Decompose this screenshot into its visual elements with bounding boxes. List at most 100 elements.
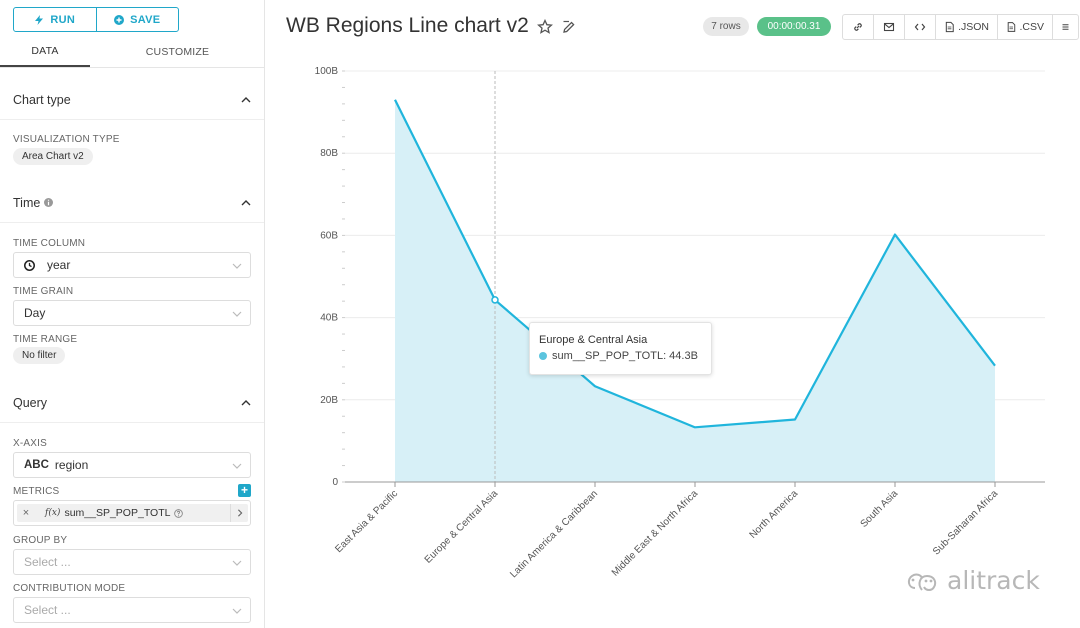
link-icon — [854, 23, 862, 31]
section-query-header[interactable]: Query — [0, 383, 264, 423]
chart-tooltip: Europe & Central Asia sum__SP_POP_TOTL: … — [529, 322, 712, 375]
y-tick-label: 80B — [320, 148, 338, 159]
x-tick-label: South Asia — [859, 488, 901, 530]
metrics-label: METRICS — [13, 486, 60, 497]
json-label: .JSON — [958, 21, 989, 33]
time-column-select[interactable]: year — [13, 252, 251, 278]
section-title: Chart type — [13, 92, 71, 107]
contribution-placeholder: Select ... — [24, 603, 71, 617]
embed-code-button[interactable] — [905, 15, 936, 39]
function-icon: f(x) — [45, 508, 61, 518]
control-panel: RUN SAVE DATA CUSTOMIZE Chart type VISUA… — [0, 0, 265, 628]
run-button[interactable]: RUN — [14, 8, 96, 31]
y-tick-label: 100B — [315, 66, 339, 77]
chevron-up-icon — [241, 399, 251, 405]
chevron-down-icon — [232, 263, 242, 269]
contribution-mode-select[interactable]: Select ... — [13, 597, 251, 623]
x-tick-label: North America — [748, 488, 801, 541]
time-grain-label: TIME GRAIN — [13, 286, 74, 297]
x-axis-select[interactable]: ABC region — [13, 452, 251, 478]
watermark: alitrack — [905, 566, 1040, 595]
tooltip-title: Europe & Central Asia — [539, 334, 648, 346]
x-axis-value: region — [54, 458, 89, 472]
time-range-label: TIME RANGE — [13, 334, 78, 345]
chevron-up-icon — [241, 96, 251, 102]
file-icon — [945, 21, 954, 33]
save-button[interactable]: SAVE — [95, 8, 179, 31]
x-tick-label: East Asia & Pacific — [333, 488, 400, 555]
code-icon — [914, 23, 926, 31]
group-by-placeholder: Select ... — [24, 555, 71, 569]
hover-point — [491, 296, 499, 304]
chevron-right-icon[interactable] — [230, 504, 248, 522]
tooltip-value: sum__SP_POP_TOTL: 44.3B — [552, 350, 698, 362]
chevron-down-icon — [232, 311, 242, 317]
chart-toolbar: .JSON .CSV — [842, 14, 1079, 40]
link-button[interactable] — [843, 15, 874, 39]
time-column-label: TIME COLUMN — [13, 238, 86, 249]
x-tick-label: Middle East & North Africa — [610, 488, 701, 579]
plus-circle-icon — [114, 14, 125, 25]
watermark-logo-icon — [907, 573, 937, 591]
x-tick-label: Sub-Saharan Africa — [931, 488, 1000, 557]
more-menu-button[interactable] — [1053, 15, 1078, 39]
section-title: Query — [13, 395, 48, 410]
type-abc-icon: ABC — [24, 459, 49, 471]
y-tick-label: 60B — [320, 230, 338, 241]
edit-icon[interactable] — [561, 19, 577, 35]
panel-tabs: DATA CUSTOMIZE — [0, 36, 265, 68]
time-column-value: year — [47, 258, 71, 272]
tooltip-row: sum__SP_POP_TOTL: 44.3B — [539, 350, 702, 362]
time-grain-value: Day — [24, 306, 46, 320]
run-label: RUN — [50, 13, 76, 26]
area-chart[interactable]: 0 20B 40B 60B 80B 100B East Asia & Pacific Euro… — [300, 55, 1070, 615]
contribution-mode-label: CONTRIBUTION MODE — [13, 583, 126, 594]
email-button[interactable] — [874, 15, 905, 39]
row-count-badge: 7 rows — [703, 17, 749, 36]
tab-customize[interactable]: CUSTOMIZE — [145, 45, 210, 58]
watermark-text: alitrack — [947, 566, 1040, 595]
export-csv-button[interactable]: .CSV — [998, 15, 1053, 39]
star-icon[interactable] — [537, 19, 553, 35]
x-tick-label: Latin America & Caribbean — [508, 488, 600, 580]
remove-metric-icon[interactable]: × — [22, 507, 30, 519]
add-metric-button[interactable]: + — [238, 484, 251, 497]
lightning-icon — [35, 14, 44, 25]
chevron-down-icon — [232, 608, 242, 614]
series-dot — [539, 352, 547, 360]
x-axis-label: X-AXIS — [13, 438, 47, 449]
metrics-box: × f(x) sum__SP_POP_TOTL — [13, 500, 251, 526]
metric-value: sum__SP_POP_TOTL — [64, 507, 171, 519]
query-time-badge: 00:00:00.31 — [757, 17, 831, 36]
info-icon — [44, 198, 54, 207]
mail-icon — [883, 22, 895, 32]
chevron-down-icon — [232, 463, 242, 469]
tab-data[interactable]: DATA — [0, 36, 90, 67]
section-chart-type-header[interactable]: Chart type — [0, 80, 264, 120]
metric-chip[interactable]: × f(x) sum__SP_POP_TOTL — [17, 504, 248, 522]
action-buttons: RUN SAVE — [13, 7, 179, 32]
series-area — [395, 99, 995, 482]
group-by-label: GROUP BY — [13, 535, 68, 546]
viz-type-label: VISUALIZATION TYPE — [13, 134, 120, 145]
y-tick-label: 20B — [320, 395, 338, 406]
viz-type-pill[interactable]: Area Chart v2 — [13, 148, 93, 165]
time-range-pill[interactable]: No filter — [13, 347, 66, 364]
export-json-button[interactable]: .JSON — [936, 15, 998, 39]
chevron-down-icon — [232, 560, 242, 566]
section-title: Time — [13, 195, 41, 210]
question-icon — [174, 508, 184, 518]
hamburger-icon — [1062, 24, 1069, 30]
csv-label: .CSV — [1019, 21, 1044, 33]
page-title: WB Regions Line chart v2 — [286, 14, 529, 37]
save-label: SAVE — [130, 13, 161, 26]
x-tick-label: Europe & Central Asia — [423, 488, 501, 566]
section-time-header[interactable]: Time — [0, 183, 264, 223]
time-grain-select[interactable]: Day — [13, 300, 251, 326]
y-tick-label: 40B — [320, 313, 338, 324]
group-by-select[interactable]: Select ... — [13, 549, 251, 575]
file-icon — [1007, 22, 1016, 32]
clock-icon — [24, 259, 35, 271]
y-tick-label: 0 — [332, 477, 338, 488]
chevron-up-icon — [241, 199, 251, 205]
